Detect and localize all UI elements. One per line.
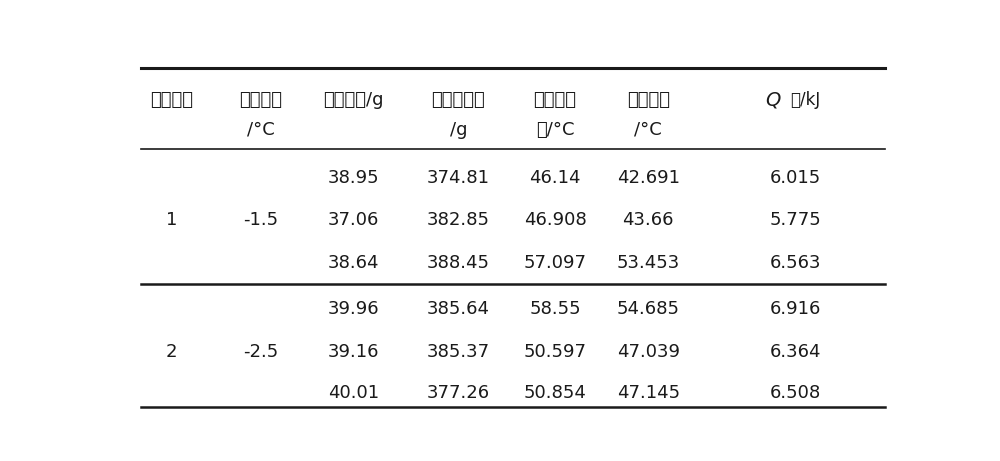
Text: 土样质量/g: 土样质量/g [323,91,384,109]
Text: 37.06: 37.06 [328,212,379,230]
Text: 50.597: 50.597 [524,343,587,361]
Text: 温/°C: 温/°C [536,121,574,139]
Text: 377.26: 377.26 [427,384,490,402]
Text: 46.908: 46.908 [524,212,586,230]
Text: 平衡温度: 平衡温度 [627,91,670,109]
Text: 土样初温: 土样初温 [239,91,282,109]
Text: /g: /g [450,121,467,139]
Text: 385.37: 385.37 [427,343,490,361]
Text: 46.14: 46.14 [529,169,581,187]
Text: $\it{Q}$: $\it{Q}$ [765,90,782,110]
Text: 42.691: 42.691 [617,169,680,187]
Text: -1.5: -1.5 [243,212,278,230]
Text: 382.85: 382.85 [427,212,490,230]
Text: /°C: /°C [247,121,274,139]
Text: 量热水质量: 量热水质量 [431,91,485,109]
Text: 374.81: 374.81 [427,169,490,187]
Text: 6.015: 6.015 [770,169,821,187]
Text: 388.45: 388.45 [427,254,490,272]
Text: 6.508: 6.508 [770,384,821,402]
Text: 量热水初: 量热水初 [534,91,577,109]
Text: 39.96: 39.96 [328,300,379,318]
Text: 试样编号: 试样编号 [150,91,193,109]
Text: 54.685: 54.685 [617,300,680,318]
Text: 53.453: 53.453 [616,254,680,272]
Text: 6.916: 6.916 [770,300,821,318]
Text: 43.66: 43.66 [622,212,674,230]
Text: 385.64: 385.64 [427,300,490,318]
Text: 47.039: 47.039 [617,343,680,361]
Text: 50.854: 50.854 [524,384,587,402]
Text: 6.364: 6.364 [770,343,821,361]
Text: 47.145: 47.145 [617,384,680,402]
Text: 58.55: 58.55 [529,300,581,318]
Text: 38.64: 38.64 [328,254,379,272]
Text: 39.16: 39.16 [328,343,379,361]
Text: 38.95: 38.95 [328,169,379,187]
Text: 吸/kJ: 吸/kJ [790,91,821,109]
Text: 2: 2 [166,343,177,361]
Text: 40.01: 40.01 [328,384,379,402]
Text: 6.563: 6.563 [770,254,821,272]
Text: 57.097: 57.097 [524,254,587,272]
Text: 5.775: 5.775 [770,212,821,230]
Text: -2.5: -2.5 [243,343,278,361]
Text: /°C: /°C [634,121,662,139]
Text: 1: 1 [166,212,177,230]
